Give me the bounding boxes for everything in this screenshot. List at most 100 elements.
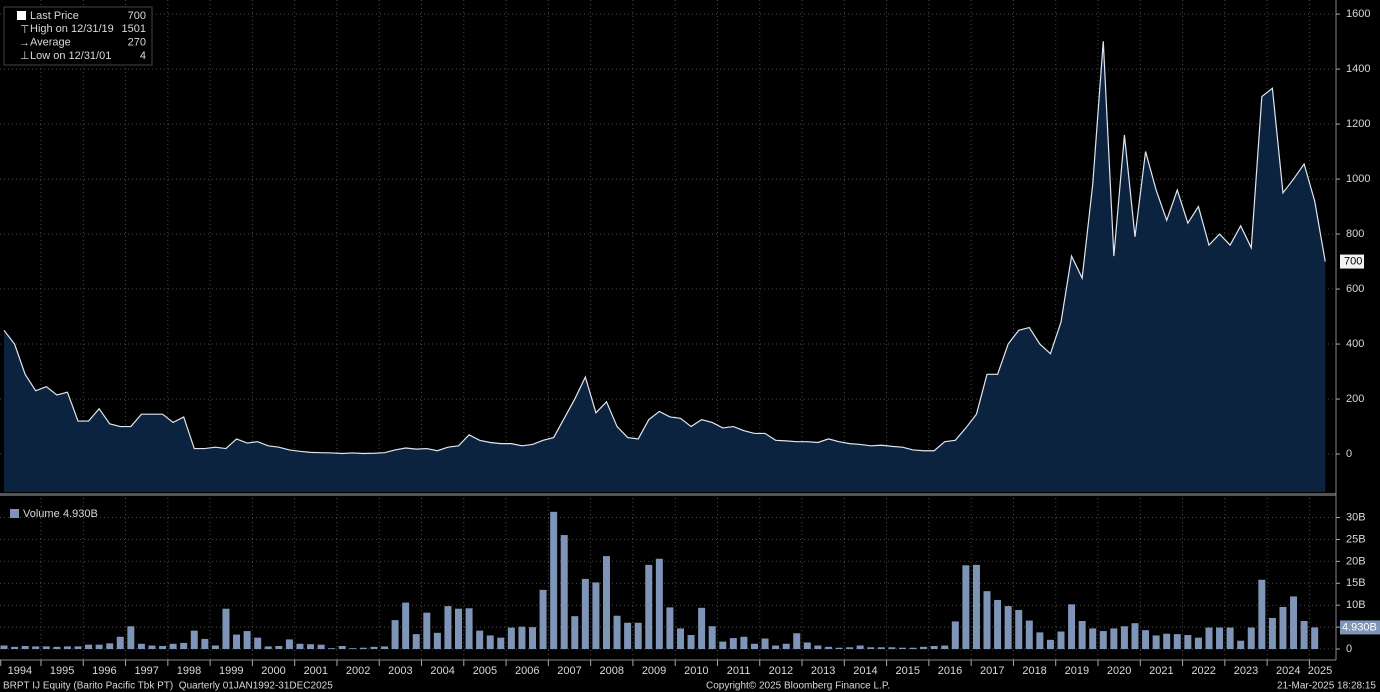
volume-bar: [307, 644, 315, 650]
volume-bar: [1078, 620, 1086, 650]
legend-value: 4.930B: [63, 508, 98, 520]
x-tick-label: 2024: [1276, 665, 1300, 677]
volume-bar: [518, 626, 526, 650]
volume-bar: [455, 608, 463, 650]
marks: [0, 0, 1336, 666]
volume-bar: [962, 565, 970, 650]
y-tick-label: 25B: [1346, 533, 1366, 545]
x-tick-label: 2015: [895, 665, 919, 677]
y-tick-label: 600: [1346, 283, 1364, 295]
volume-bar: [1237, 640, 1245, 650]
volume-bar: [560, 535, 568, 650]
volume-bar: [782, 643, 790, 650]
volume-bar: [465, 608, 473, 650]
volume-bar: [941, 645, 949, 650]
volume-bar: [1247, 627, 1255, 650]
volume-bar: [1120, 626, 1128, 650]
footer-right: 21-Mar-2025 18:28:15: [1277, 681, 1376, 692]
volume-bar: [285, 639, 293, 650]
volume-bar: [550, 511, 558, 650]
footer-left: BRPT IJ Equity (Barito Pacific Tbk PT) Q…: [3, 681, 333, 692]
x-tick-label: 2020: [1107, 665, 1131, 677]
volume-bar: [740, 636, 748, 650]
y-tick-label: 1400: [1346, 63, 1370, 75]
volume-bar: [338, 645, 346, 650]
x-tick-label: 2021: [1149, 665, 1173, 677]
legend-label: Low on 12/31/01: [30, 50, 111, 62]
x-tick-label: 2023: [1234, 665, 1258, 677]
volume-bar: [1205, 627, 1213, 650]
volume-bar: [1110, 628, 1118, 650]
volume-bar: [1068, 604, 1076, 650]
volume-bar: [1184, 635, 1192, 650]
x-tick-label: 1994: [8, 665, 32, 677]
x-tick-label: 2001: [304, 665, 328, 677]
volume-bar: [983, 591, 991, 650]
volume-bar: [877, 647, 885, 650]
volume-bar: [846, 647, 854, 650]
volume-bar: [624, 622, 632, 650]
legend-icon: [10, 509, 19, 518]
x-tick-label: 1995: [50, 665, 74, 677]
volume-bar: [1311, 627, 1319, 650]
volume-bar: [1226, 627, 1234, 650]
volume-bar: [1290, 596, 1298, 650]
volume-bar: [835, 647, 843, 650]
volume-bar: [63, 646, 71, 650]
volume-bar: [867, 647, 875, 650]
volume-bar: [328, 648, 336, 650]
x-tick-label: 2018: [1022, 665, 1046, 677]
volume-bar: [729, 638, 737, 650]
volume-bar: [529, 627, 536, 650]
volume-bar: [359, 647, 367, 650]
volume-bar: [190, 630, 198, 650]
volume-bar: [1194, 637, 1202, 650]
volume-bar: [444, 606, 452, 650]
volume-bar: [1279, 606, 1287, 650]
volume-bar: [571, 616, 579, 650]
x-tick-label: 2012: [769, 665, 793, 677]
volume-bar: [53, 646, 61, 650]
x-tick-label: 2011: [727, 665, 751, 677]
x-tick-label: 1997: [134, 665, 158, 677]
volume-bar: [507, 627, 515, 650]
volume-bar: [676, 628, 684, 650]
y-tick-label: 400: [1346, 338, 1364, 350]
volume-bar: [602, 556, 610, 650]
volume-bar: [920, 646, 928, 650]
volume-bar: [21, 645, 29, 650]
y-tick-label: 0: [1346, 448, 1352, 460]
volume-bar: [1057, 631, 1065, 650]
price-line: [3, 41, 1326, 455]
y-tick-label: 1200: [1346, 118, 1370, 130]
volume-bar: [254, 637, 262, 650]
volume-bar: [793, 633, 801, 650]
volume-bar: [317, 644, 325, 650]
volume-bar: [137, 643, 145, 650]
last-price-tag-label: 700: [1344, 255, 1362, 267]
volume-bar: [148, 645, 156, 650]
volume-bar: [370, 646, 378, 650]
volume-bar: [856, 645, 864, 650]
volume-bar: [1173, 634, 1181, 650]
x-tick-label: 2006: [515, 665, 539, 677]
legend-value: 270: [128, 37, 146, 49]
x-tick-label: 2009: [642, 665, 666, 677]
volume-bar: [211, 645, 219, 650]
volume-bar: [264, 646, 272, 650]
volume-bar: [909, 647, 917, 650]
x-tick-label: 2019: [1065, 665, 1089, 677]
volume-bar: [613, 615, 621, 650]
y-tick-label: 200: [1346, 393, 1364, 405]
volume-bar: [1163, 633, 1171, 650]
volume-bar: [402, 602, 410, 650]
x-tick-label: 2013: [811, 665, 835, 677]
volume-bar: [1046, 639, 1054, 650]
volume-bar: [95, 644, 103, 650]
volume-bar: [824, 646, 832, 650]
volume-bar: [803, 642, 811, 650]
legend-label: Average: [30, 37, 71, 49]
x-tick-label: 1996: [92, 665, 116, 677]
volume-bar: [42, 646, 50, 650]
